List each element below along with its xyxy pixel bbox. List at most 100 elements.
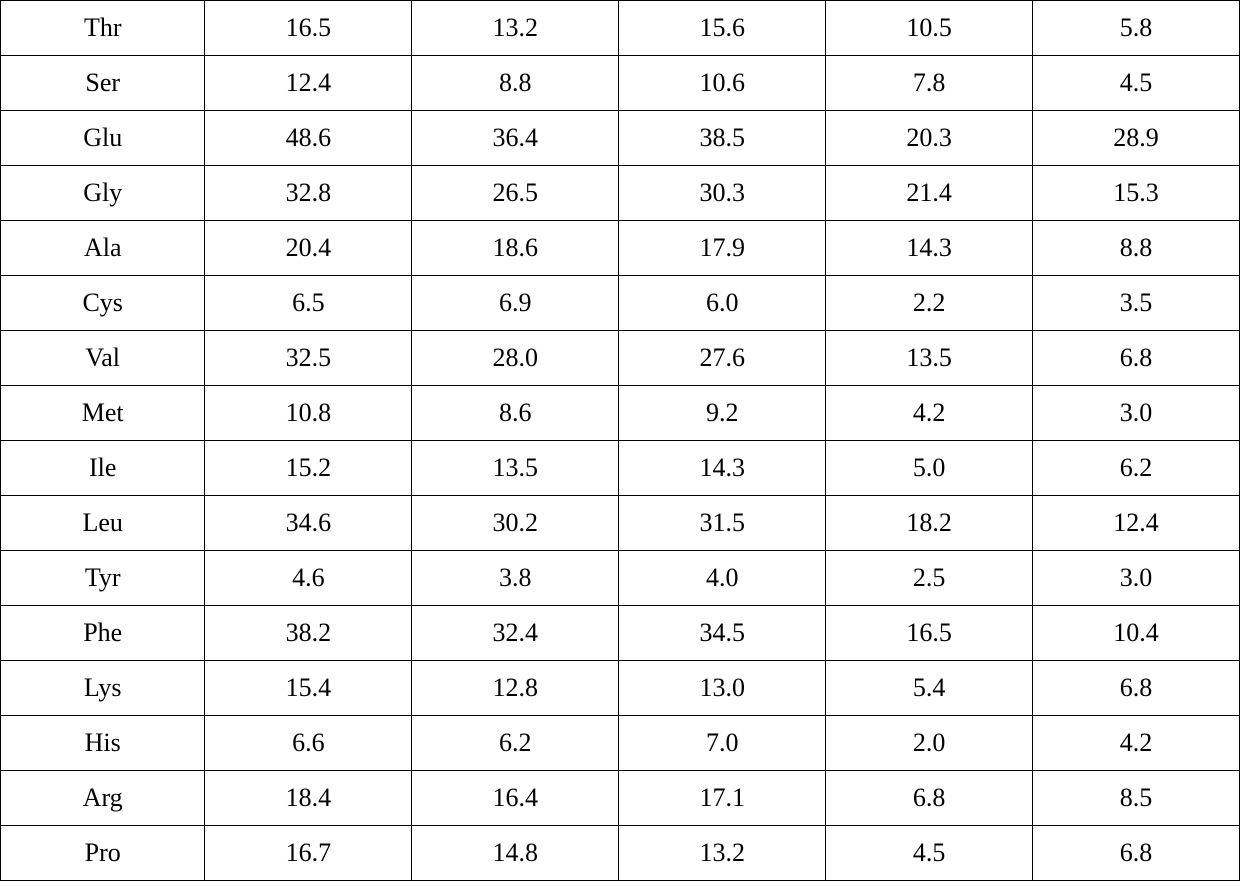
cell-value: 13.0 (619, 661, 826, 716)
table-row: Lys 15.4 12.8 13.0 5.4 6.8 (1, 661, 1240, 716)
cell-value: 2.2 (826, 276, 1033, 331)
cell-value: 13.2 (412, 1, 619, 56)
cell-value: 15.3 (1033, 166, 1240, 221)
cell-value: 6.5 (205, 276, 412, 331)
table-row: Val 32.5 28.0 27.6 13.5 6.8 (1, 331, 1240, 386)
cell-value: 4.5 (1033, 56, 1240, 111)
cell-value: 4.5 (826, 826, 1033, 881)
row-label: Phe (1, 606, 205, 661)
cell-value: 4.0 (619, 551, 826, 606)
table-body: Thr 16.5 13.2 15.6 10.5 5.8 Ser 12.4 8.8… (1, 1, 1240, 881)
cell-value: 9.2 (619, 386, 826, 441)
cell-value: 6.8 (826, 771, 1033, 826)
cell-value: 18.2 (826, 496, 1033, 551)
cell-value: 3.8 (412, 551, 619, 606)
cell-value: 5.4 (826, 661, 1033, 716)
cell-value: 34.6 (205, 496, 412, 551)
cell-value: 21.4 (826, 166, 1033, 221)
row-label: Pro (1, 826, 205, 881)
row-label: Ile (1, 441, 205, 496)
cell-value: 16.4 (412, 771, 619, 826)
row-label: Met (1, 386, 205, 441)
table-row: Ala 20.4 18.6 17.9 14.3 8.8 (1, 221, 1240, 276)
cell-value: 10.8 (205, 386, 412, 441)
row-label: Glu (1, 111, 205, 166)
cell-value: 32.4 (412, 606, 619, 661)
row-label: Cys (1, 276, 205, 331)
table-row: Tyr 4.6 3.8 4.0 2.5 3.0 (1, 551, 1240, 606)
cell-value: 15.2 (205, 441, 412, 496)
cell-value: 2.5 (826, 551, 1033, 606)
cell-value: 14.8 (412, 826, 619, 881)
cell-value: 16.7 (205, 826, 412, 881)
table-row: Phe 38.2 32.4 34.5 16.5 10.4 (1, 606, 1240, 661)
cell-value: 6.9 (412, 276, 619, 331)
row-label: Lys (1, 661, 205, 716)
cell-value: 18.6 (412, 221, 619, 276)
cell-value: 14.3 (619, 441, 826, 496)
cell-value: 14.3 (826, 221, 1033, 276)
cell-value: 26.5 (412, 166, 619, 221)
table-row: Thr 16.5 13.2 15.6 10.5 5.8 (1, 1, 1240, 56)
cell-value: 3.0 (1033, 386, 1240, 441)
cell-value: 20.4 (205, 221, 412, 276)
cell-value: 17.9 (619, 221, 826, 276)
cell-value: 15.6 (619, 1, 826, 56)
cell-value: 8.8 (412, 56, 619, 111)
cell-value: 36.4 (412, 111, 619, 166)
cell-value: 12.8 (412, 661, 619, 716)
cell-value: 8.8 (1033, 221, 1240, 276)
cell-value: 15.4 (205, 661, 412, 716)
cell-value: 7.0 (619, 716, 826, 771)
cell-value: 3.0 (1033, 551, 1240, 606)
cell-value: 6.2 (412, 716, 619, 771)
row-label: Tyr (1, 551, 205, 606)
row-label: Arg (1, 771, 205, 826)
table-row: Leu 34.6 30.2 31.5 18.2 12.4 (1, 496, 1240, 551)
cell-value: 13.5 (826, 331, 1033, 386)
cell-value: 28.9 (1033, 111, 1240, 166)
table-row: Ile 15.2 13.5 14.3 5.0 6.2 (1, 441, 1240, 496)
cell-value: 32.8 (205, 166, 412, 221)
cell-value: 3.5 (1033, 276, 1240, 331)
cell-value: 10.5 (826, 1, 1033, 56)
row-label: Leu (1, 496, 205, 551)
cell-value: 13.2 (619, 826, 826, 881)
cell-value: 7.8 (826, 56, 1033, 111)
cell-value: 10.6 (619, 56, 826, 111)
table-row: Ser 12.4 8.8 10.6 7.8 4.5 (1, 56, 1240, 111)
cell-value: 30.3 (619, 166, 826, 221)
row-label: Ser (1, 56, 205, 111)
cell-value: 34.5 (619, 606, 826, 661)
cell-value: 4.6 (205, 551, 412, 606)
row-label: His (1, 716, 205, 771)
cell-value: 5.0 (826, 441, 1033, 496)
cell-value: 28.0 (412, 331, 619, 386)
row-label: Gly (1, 166, 205, 221)
cell-value: 20.3 (826, 111, 1033, 166)
cell-value: 48.6 (205, 111, 412, 166)
row-label: Val (1, 331, 205, 386)
cell-value: 10.4 (1033, 606, 1240, 661)
cell-value: 38.5 (619, 111, 826, 166)
cell-value: 6.6 (205, 716, 412, 771)
table-row: Gly 32.8 26.5 30.3 21.4 15.3 (1, 166, 1240, 221)
cell-value: 8.5 (1033, 771, 1240, 826)
cell-value: 6.0 (619, 276, 826, 331)
table-row: Glu 48.6 36.4 38.5 20.3 28.9 (1, 111, 1240, 166)
amino-acid-table: Thr 16.5 13.2 15.6 10.5 5.8 Ser 12.4 8.8… (0, 0, 1240, 881)
cell-value: 2.0 (826, 716, 1033, 771)
cell-value: 4.2 (826, 386, 1033, 441)
cell-value: 12.4 (1033, 496, 1240, 551)
cell-value: 31.5 (619, 496, 826, 551)
cell-value: 18.4 (205, 771, 412, 826)
table-row: Met 10.8 8.6 9.2 4.2 3.0 (1, 386, 1240, 441)
table-row: Cys 6.5 6.9 6.0 2.2 3.5 (1, 276, 1240, 331)
cell-value: 6.8 (1033, 331, 1240, 386)
table-row: Pro 16.7 14.8 13.2 4.5 6.8 (1, 826, 1240, 881)
cell-value: 8.6 (412, 386, 619, 441)
cell-value: 16.5 (205, 1, 412, 56)
cell-value: 38.2 (205, 606, 412, 661)
cell-value: 4.2 (1033, 716, 1240, 771)
cell-value: 5.8 (1033, 1, 1240, 56)
